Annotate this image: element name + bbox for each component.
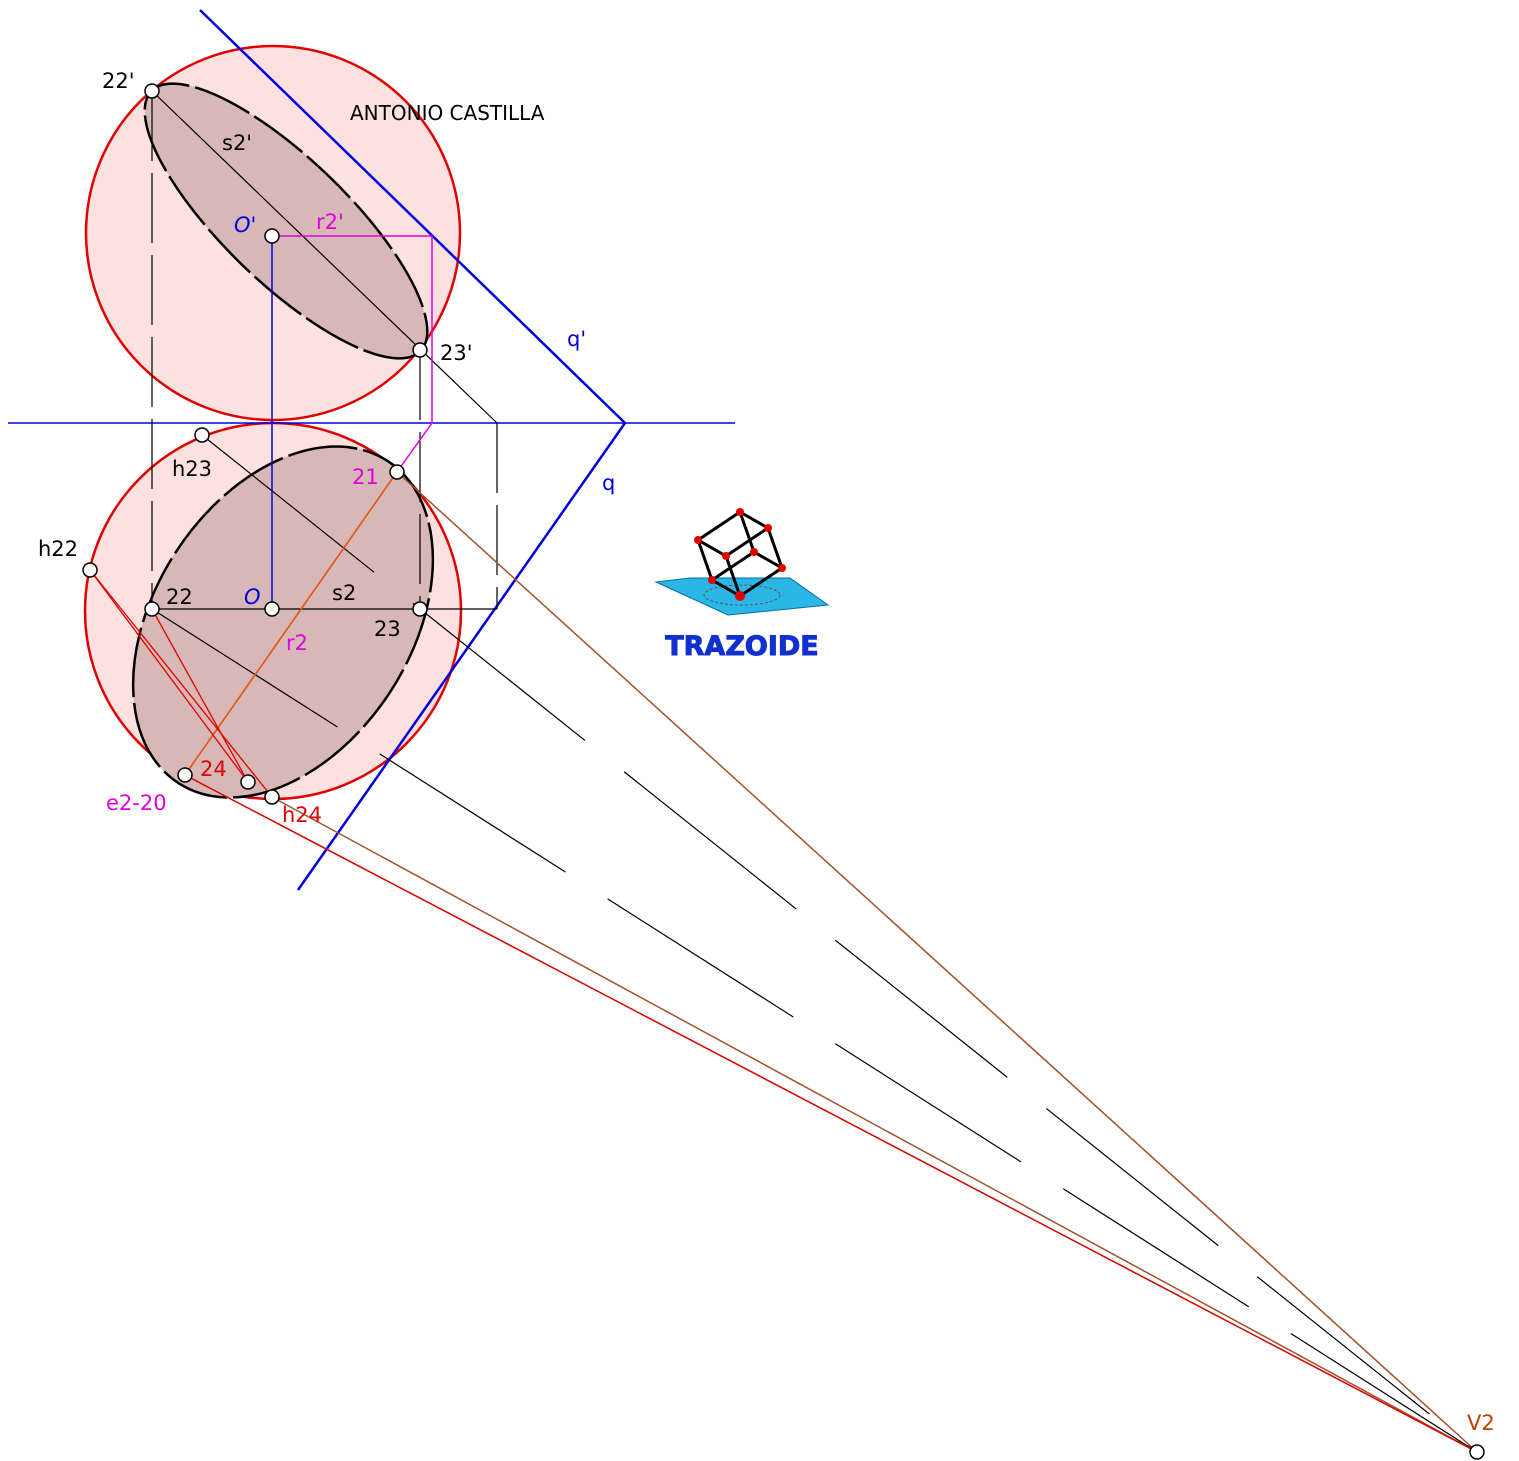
label: h22	[38, 537, 78, 561]
label: 22'	[102, 69, 135, 93]
label: 23'	[440, 341, 473, 365]
label: s2'	[222, 131, 252, 155]
label: e2-20	[106, 791, 167, 815]
logo-text: TRAZOIDE	[665, 631, 819, 662]
label: r2	[286, 631, 308, 655]
label: r2'	[316, 210, 344, 234]
label: 23	[374, 617, 401, 641]
label: 21	[352, 465, 379, 489]
label: h24	[282, 803, 322, 827]
label: V2	[1467, 1411, 1495, 1435]
label: O'	[234, 213, 256, 237]
logo: TRAZOIDE	[656, 508, 828, 662]
label: q	[602, 471, 615, 495]
label: q'	[567, 327, 586, 351]
label: s2	[332, 581, 356, 605]
label: 24	[200, 757, 227, 781]
author: ANTONIO CASTILLA	[350, 101, 545, 125]
label: O	[244, 585, 261, 609]
label: 22	[166, 585, 193, 609]
drawing: TRAZOIDE ANTONIO CASTILLA 22' s2' O' r2'…	[0, 0, 1519, 1461]
label: h23	[172, 457, 212, 481]
